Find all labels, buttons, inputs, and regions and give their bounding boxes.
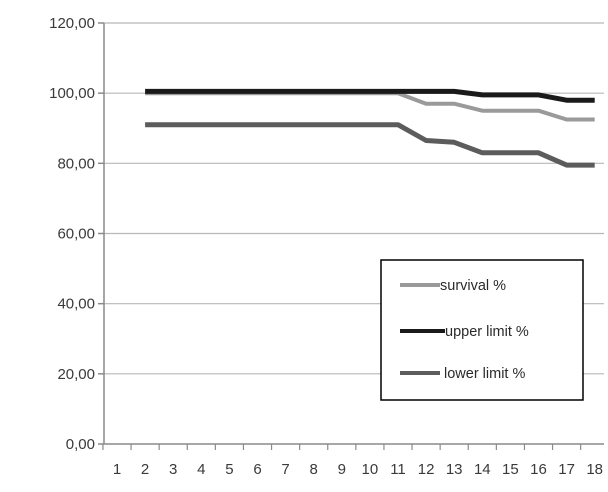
x-tick-label: 1 xyxy=(113,461,121,478)
legend-label-lower: lower limit % xyxy=(444,366,525,382)
x-tick-label: 8 xyxy=(310,461,318,478)
y-tick-label: 80,00 xyxy=(57,155,95,172)
x-tick-label: 4 xyxy=(197,461,205,478)
legend-label-upper: upper limit % xyxy=(445,324,529,340)
y-tick-label: 40,00 xyxy=(57,296,95,313)
legend: survival % upper limit % lower limit % xyxy=(380,259,584,401)
x-tick-label: 16 xyxy=(530,461,547,478)
series-lines xyxy=(145,88,595,168)
legend-label-survival: survival % xyxy=(440,278,506,294)
tick-marks xyxy=(98,22,582,450)
x-tick-label: 9 xyxy=(338,461,346,478)
x-tick-label: 6 xyxy=(253,461,261,478)
x-tick-label: 13 xyxy=(446,461,463,478)
x-tick-label: 5 xyxy=(225,461,233,478)
upper-limit-line xyxy=(145,88,595,103)
x-tick-label: 15 xyxy=(502,461,519,478)
x-tick-label: 17 xyxy=(558,461,575,478)
x-tick-label: 2 xyxy=(141,461,149,478)
lower-limit-line xyxy=(145,122,595,168)
y-tick-label: 20,00 xyxy=(57,366,95,383)
x-tick-label: 7 xyxy=(281,461,289,478)
x-tick-label: 12 xyxy=(418,461,435,478)
y-tick-label: 120,00 xyxy=(49,15,95,32)
y-tick-label: 60,00 xyxy=(57,226,95,243)
x-tick-labels: 1 2 3 4 5 6 7 8 9 10 11 12 13 14 15 16 17 18 xyxy=(113,461,603,478)
y-tick-labels: 0,00 20,00 40,00 60,00 80,00 100,00 120,00 xyxy=(49,15,95,453)
x-tick-label: 18 xyxy=(586,461,603,478)
x-tick-label: 14 xyxy=(474,461,491,478)
y-tick-label: 100,00 xyxy=(49,85,95,102)
y-tick-label: 0,00 xyxy=(66,436,95,453)
x-tick-label: 3 xyxy=(169,461,177,478)
x-tick-label: 11 xyxy=(390,461,406,478)
x-tick-label: 10 xyxy=(362,461,379,478)
